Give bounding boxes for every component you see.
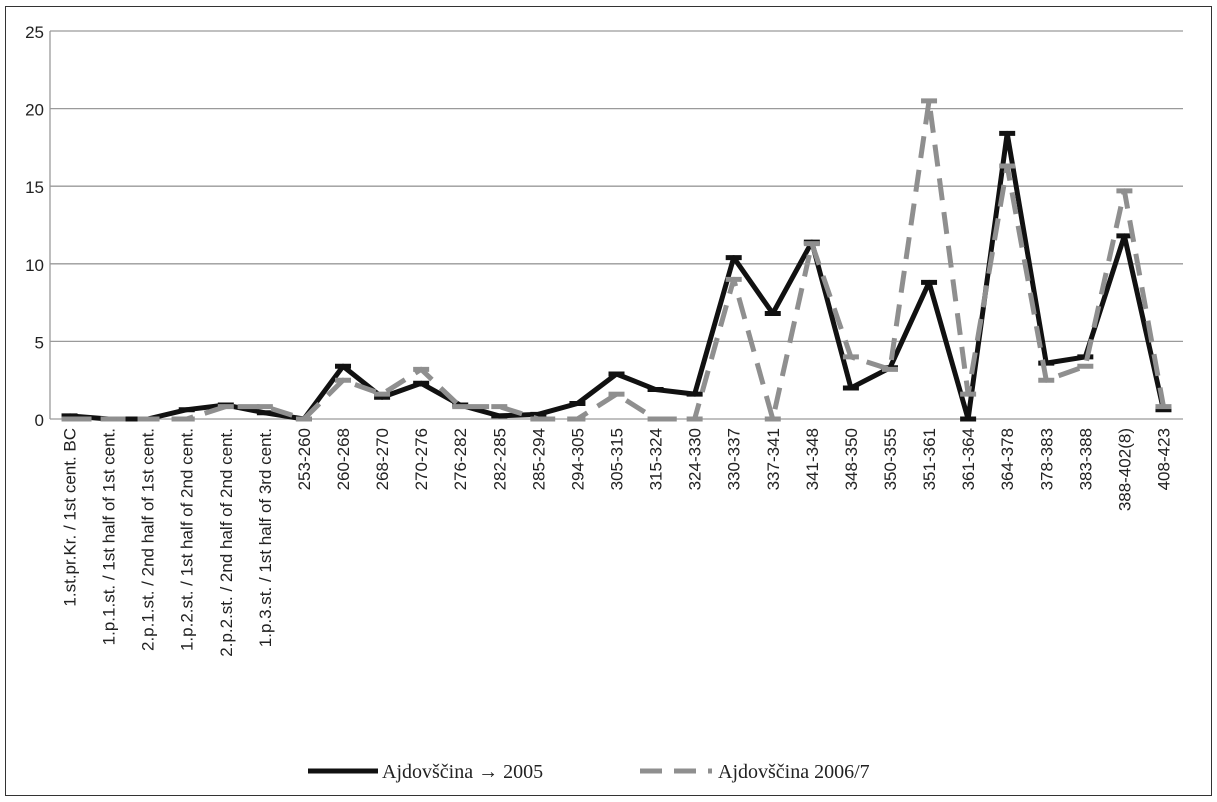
x-tick-label: 294-305	[568, 428, 587, 490]
x-tick-label: 408-423	[1154, 428, 1173, 490]
y-tick-label: 10	[25, 256, 44, 275]
x-tick-label: 1.p.3.st. / 1st half of 3rd cent.	[256, 428, 275, 647]
x-tick-label: 315-324	[647, 428, 666, 490]
x-tick-label: 1.p.1.st. / 1st half of 1st cent.	[100, 428, 119, 645]
x-tick-label: 348-350	[842, 428, 861, 490]
x-tick-label: 324-330	[686, 428, 705, 490]
x-tick-label: 260-268	[334, 428, 353, 490]
x-tick-label: 350-355	[881, 428, 900, 490]
x-tick-label: 270-276	[412, 428, 431, 490]
x-tick-label: 330-337	[725, 428, 744, 490]
series-line-2	[69, 98, 1166, 422]
y-axis-ticks: 0 5 10 15 20 25	[25, 23, 44, 430]
x-tick-label: 2.p.2.st. / 2nd half of 2nd cent.	[217, 428, 236, 657]
x-tick-label: 2.p.1.st. / 2nd half of 1st cent.	[139, 428, 158, 651]
gridlines	[49, 30, 1183, 420]
y-tick-label: 15	[25, 178, 44, 197]
x-tick-label: 388-402(8)	[1115, 428, 1134, 511]
x-tick-label: 285-294	[529, 428, 548, 490]
x-tick-label: 1.st.pr.Kr. / 1st cent. BC	[61, 428, 80, 607]
y-tick-label: 25	[25, 23, 44, 42]
y-tick-label: 20	[25, 101, 44, 120]
x-tick-label: 305-315	[608, 428, 627, 490]
x-tick-label: 276-282	[451, 428, 470, 490]
x-tick-label: 351-361	[920, 428, 939, 490]
y-tick-label: 5	[35, 333, 44, 352]
y-tick-label: 0	[35, 411, 44, 430]
legend-label-1: Ajdovščina → 2005	[382, 761, 543, 783]
x-tick-label: 337-341	[764, 428, 783, 490]
x-tick-label: 253-260	[295, 428, 314, 490]
x-tick-label: 341-348	[803, 428, 822, 490]
x-tick-label: 361-364	[959, 428, 978, 490]
x-tick-label: 268-270	[373, 428, 392, 490]
legend-label-2: Ajdovščina 2006/7	[718, 761, 870, 783]
x-axis-ticks: 1.st.pr.Kr. / 1st cent. BC 1.p.1.st. / 1s…	[61, 428, 1174, 657]
legend: Ajdovščina → 2005 Ajdovščina 2006/7	[308, 761, 870, 783]
x-tick-label: 383-388	[1076, 428, 1095, 490]
x-tick-label: 1.p.2.st. / 1st half of 2nd cent.	[178, 428, 197, 651]
series-lines	[61, 98, 1172, 422]
x-tick-label: 378-383	[1037, 428, 1056, 490]
x-tick-label: 282-285	[490, 428, 509, 490]
x-tick-label: 364-378	[998, 428, 1017, 490]
